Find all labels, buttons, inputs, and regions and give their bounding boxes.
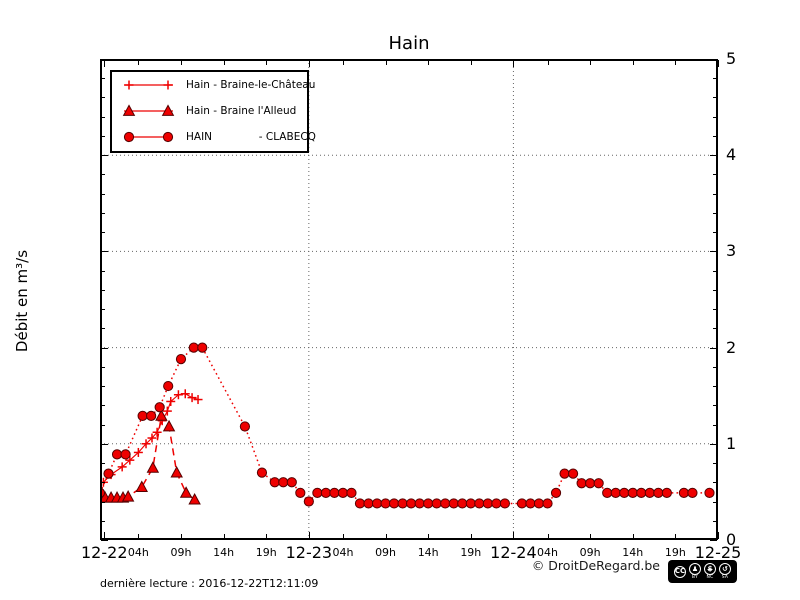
x-tick-hour: 19h [255,546,277,559]
legend-label: HAIN - CLABECQ [186,131,316,143]
y-axis-label: Débit en m³/s [13,249,31,353]
x-tick-day: 12-25 [694,543,742,562]
y-tick-label: 1 [726,433,737,453]
cc-by-icon: ♟ BY [689,563,701,580]
x-tick-hour: 19h [460,546,482,559]
legend-marker-circle [123,131,174,143]
chart-title: Hain [388,33,430,54]
legend-item: Hain - Braine-le-Château [112,72,315,98]
x-tick-hour: 09h [170,546,192,559]
series-circle [100,342,715,509]
x-tick-hour: 14h [213,546,235,559]
y-tick-label: 4 [726,145,737,165]
cc-license-badge: CC ♟ BY $ NC ↺ SA [668,560,737,583]
x-tick-hour: 19h [664,546,686,559]
series-plus [100,389,203,487]
legend-item: HAIN - CLABECQ [112,124,316,150]
x-tick-hour: 09h [375,546,397,559]
x-tick-hour: 14h [417,546,439,559]
legend-marker-plus [124,80,173,90]
x-tick-hour: 04h [332,546,354,559]
plot-area [100,59,718,540]
x-tick-day: 12-24 [490,543,537,562]
legend: Hain - Braine-le-Château Hain - Braine l'… [110,70,316,153]
copyright-text: © DroitDeRegard.be [531,558,660,573]
y-tick-label: 2 [726,337,737,357]
x-tick-day: 12-23 [285,543,333,562]
y-tick-label: 5 [726,49,737,69]
y-tick-label: 0 [726,530,737,550]
cc-nc-icon: $ NC [704,563,716,580]
x-tick-day: 12-22 [81,543,128,562]
legend-label: Hain - Braine l'Alleud [186,105,297,117]
cc-sa-icon: ↺ SA [719,563,731,580]
footer-info: dernière lecture : 2016-12-22T12:11:09 d… [100,554,318,600]
x-tick-hour: 09h [579,546,601,559]
y-tick-label: 3 [726,241,737,261]
legend-label: Hain - Braine-le-Château [186,79,316,91]
x-tick-hour: 14h [622,546,644,559]
x-tick-hour: 04h [127,546,149,559]
legend-item: Hain - Braine l'Alleud [112,98,307,124]
series-triangle [100,409,201,505]
legend-marker-triangle [122,104,175,116]
last-reading-text: dernière lecture : 2016-12-22T12:11:09 [100,577,319,590]
plot-svg [100,59,718,540]
cc-logo-icon: CC [674,565,686,578]
x-tick-hour: 04h [537,546,558,559]
